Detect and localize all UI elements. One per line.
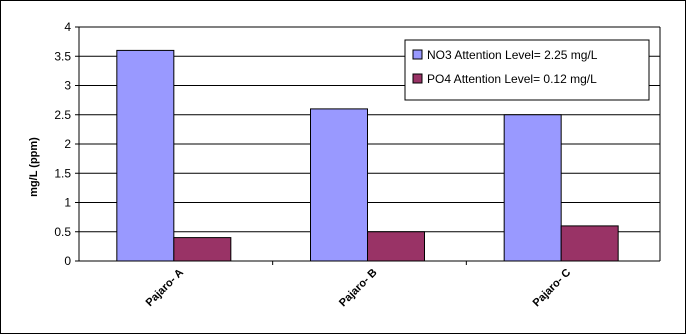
x-tick-label: Pajaro- A xyxy=(144,267,186,309)
y-tick-label: 1.5 xyxy=(54,166,71,180)
bar-no3-1 xyxy=(116,49,175,262)
legend-swatch-2 xyxy=(412,73,423,84)
bar-po4-1 xyxy=(173,237,232,262)
legend: NO3 Attention Level= 2.25 mg/L PO4 Attent… xyxy=(404,39,650,101)
bar-po4-2 xyxy=(367,231,425,262)
x-tick-labels: Pajaro- A Pajaro- B Pajaro- C xyxy=(144,267,574,310)
y-tick-label: 1 xyxy=(64,196,71,210)
axes xyxy=(75,26,661,265)
y-tick-label: 0.5 xyxy=(54,225,71,239)
legend-label-1: NO3 Attention Level= 2.25 mg/L xyxy=(427,48,598,62)
y-tick-label: 0 xyxy=(64,254,71,268)
x-tick-label: Pajaro- C xyxy=(531,267,574,310)
legend-label-2: PO4 Attention Level= 0.12 mg/L xyxy=(427,72,597,86)
y-tick-label: 2.5 xyxy=(54,108,71,122)
legend-box xyxy=(404,39,650,101)
y-tick-label: 4 xyxy=(64,20,71,34)
bars xyxy=(116,49,619,262)
legend-swatch-1 xyxy=(412,49,423,60)
bar-po4-3 xyxy=(560,225,619,262)
bar-no3-3 xyxy=(503,114,562,262)
y-axis-label: mg/L (ppm) xyxy=(28,137,40,197)
bar-no3-2 xyxy=(310,108,368,262)
grid-lines xyxy=(79,26,660,233)
y-tick-labels: 0 0.5 1 1.5 2 2.5 3 3.5 4 xyxy=(54,20,71,268)
y-tick-label: 3.5 xyxy=(54,49,71,63)
y-tick-label: 2 xyxy=(64,137,71,151)
x-tick-label: Pajaro- B xyxy=(337,267,380,310)
y-tick-label: 3 xyxy=(64,79,71,93)
